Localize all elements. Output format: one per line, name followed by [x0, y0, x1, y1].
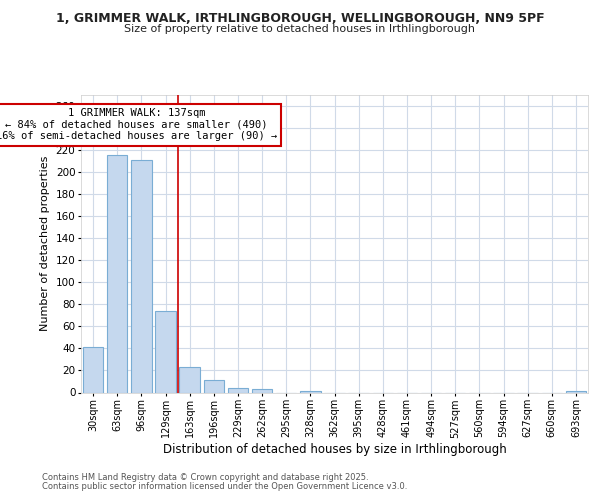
Y-axis label: Number of detached properties: Number of detached properties	[40, 156, 50, 332]
Bar	[252, 389, 272, 392]
Text: 1 GRIMMER WALK: 137sqm
← 84% of detached houses are smaller (490)
16% of semi-de: 1 GRIMMER WALK: 137sqm ← 84% of detached…	[0, 108, 277, 142]
Bar	[203, 380, 224, 392]
Bar	[155, 311, 176, 392]
Bar	[131, 160, 152, 392]
Text: 1, GRIMMER WALK, IRTHLINGBOROUGH, WELLINGBOROUGH, NN9 5PF: 1, GRIMMER WALK, IRTHLINGBOROUGH, WELLIN…	[56, 12, 544, 26]
Bar	[227, 388, 248, 392]
Bar	[83, 348, 103, 393]
Text: Contains HM Land Registry data © Crown copyright and database right 2025.: Contains HM Land Registry data © Crown c…	[42, 474, 368, 482]
Text: Size of property relative to detached houses in Irthlingborough: Size of property relative to detached ho…	[125, 24, 476, 34]
Bar	[107, 154, 127, 392]
X-axis label: Distribution of detached houses by size in Irthlingborough: Distribution of detached houses by size …	[163, 443, 506, 456]
Text: Contains public sector information licensed under the Open Government Licence v3: Contains public sector information licen…	[42, 482, 407, 491]
Bar	[179, 367, 200, 392]
